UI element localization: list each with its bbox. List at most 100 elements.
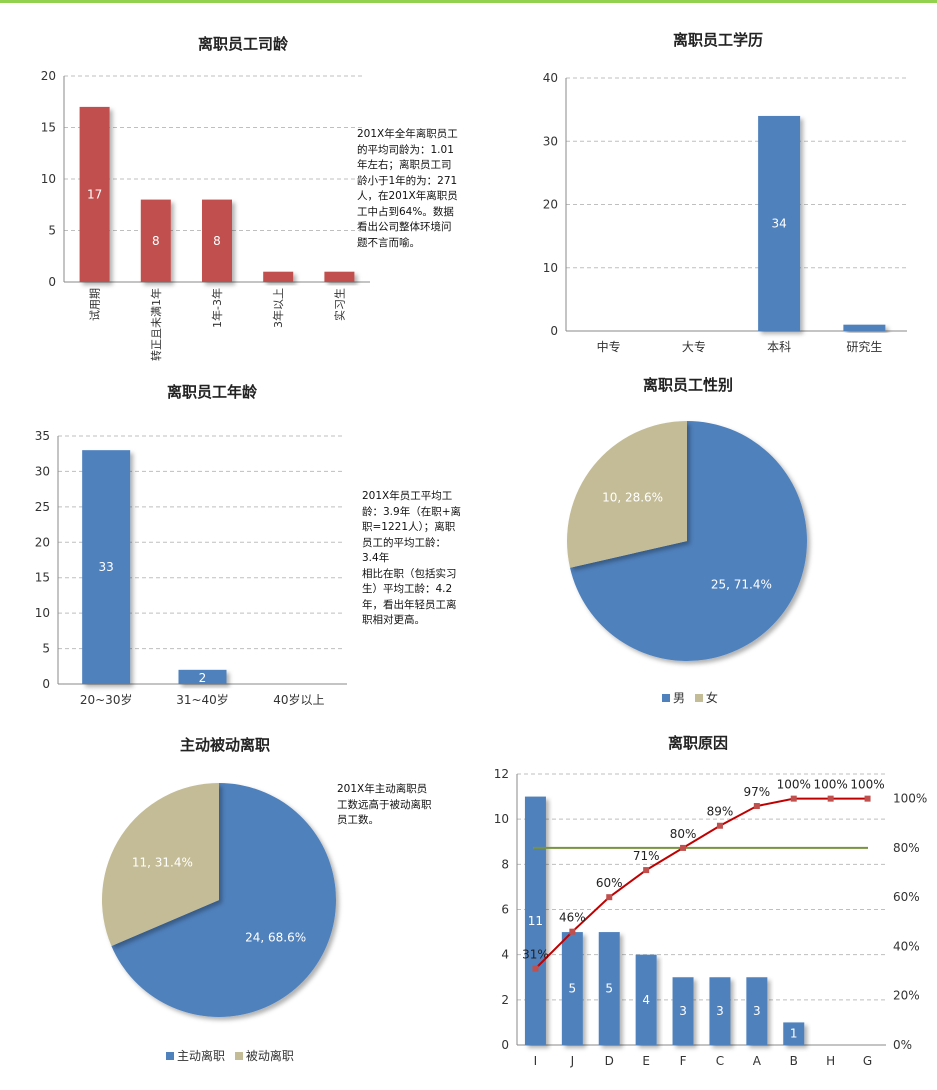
education-y-tick-label: 40 bbox=[543, 71, 558, 85]
reasons-bar bbox=[672, 977, 694, 1045]
reasons-y-tick-label: 8 bbox=[501, 857, 509, 871]
reasons-data-label: 3 bbox=[716, 1004, 724, 1018]
age-y-tick-label: 5 bbox=[42, 642, 50, 656]
education-bar bbox=[758, 115, 801, 331]
gender-legend-male-label: 男 bbox=[673, 691, 686, 705]
tenure-x-tick-label: 实习生 bbox=[332, 288, 346, 321]
age-x-tick-label: 40岁以上 bbox=[273, 692, 324, 707]
reasons-cumulative-label: 100% bbox=[777, 778, 811, 792]
gender-chart-title: 离职员工性别 bbox=[643, 376, 734, 394]
voluntary-legend-passive-swatch bbox=[234, 1052, 243, 1060]
education-y-tick-label: 30 bbox=[543, 134, 558, 148]
reasons-cumulative-label: 31% bbox=[522, 948, 549, 962]
tenure-bar bbox=[140, 199, 171, 282]
reasons-cumulative-point bbox=[643, 867, 650, 874]
age-y-tick-label: 0 bbox=[42, 677, 50, 691]
reasons-cumulative-label: 71% bbox=[633, 849, 660, 863]
reasons-bar bbox=[598, 932, 620, 1045]
tenure-chart-title: 离职员工司龄 bbox=[198, 35, 289, 53]
age-data-label: 33 bbox=[99, 560, 114, 574]
reasons-y2-tick-label: 100% bbox=[893, 792, 927, 806]
age-y-tick-label: 10 bbox=[35, 606, 50, 620]
reasons-x-tick-label: F bbox=[680, 1054, 687, 1068]
top-accent-bar bbox=[0, 0, 937, 3]
tenure-y-tick-label: 0 bbox=[48, 275, 56, 289]
gender-slice bbox=[570, 421, 808, 662]
voluntary-note: 201X年主动离职员工数远高于被动离职员工数。 bbox=[337, 783, 432, 826]
tenure-data-label: 8 bbox=[213, 234, 221, 248]
voluntary-slice bbox=[102, 783, 219, 946]
age-chart-title: 离职员工年龄 bbox=[167, 383, 258, 401]
education-data-label: 34 bbox=[771, 216, 786, 230]
age-y-tick-label: 35 bbox=[35, 429, 50, 443]
reasons-cumulative-label: 100% bbox=[813, 778, 847, 792]
reasons-y-tick-label: 2 bbox=[501, 993, 509, 1007]
tenure-data-label: 17 bbox=[87, 187, 102, 201]
gender-slice bbox=[567, 421, 687, 568]
reasons-data-label: 5 bbox=[569, 982, 577, 996]
voluntary-slice bbox=[111, 783, 336, 1017]
education-x-tick-label: 中专 bbox=[597, 339, 621, 354]
reasons-cumulative-point bbox=[827, 795, 834, 802]
reasons-x-tick-label: H bbox=[826, 1054, 835, 1068]
education-y-tick-label: 10 bbox=[543, 261, 558, 275]
reasons-y2-tick-label: 0% bbox=[893, 1038, 912, 1052]
tenure-x-tick-label: 1年-3年 bbox=[210, 288, 224, 328]
reasons-cumulative-line bbox=[534, 797, 868, 970]
education-chart-title: 离职员工学历 bbox=[673, 31, 764, 49]
reasons-x-tick-label: J bbox=[570, 1054, 575, 1068]
reasons-y2-tick-label: 80% bbox=[893, 841, 920, 855]
reasons-bar bbox=[746, 977, 768, 1045]
voluntary-legend-active-label: 主动离职 bbox=[177, 1049, 226, 1063]
education-y-tick-label: 20 bbox=[543, 198, 558, 212]
reasons-x-tick-label: E bbox=[642, 1054, 650, 1068]
reasons-cumulative-point bbox=[716, 822, 723, 829]
reasons-data-label: 3 bbox=[679, 1004, 687, 1018]
tenure-y-tick-label: 15 bbox=[41, 121, 56, 135]
age-bar bbox=[82, 450, 131, 684]
reasons-bar bbox=[561, 932, 583, 1045]
tenure-x-tick-label: 转正且未满1年 bbox=[149, 288, 163, 361]
gender-legend-male-swatch bbox=[662, 694, 670, 702]
reasons-data-label: 11 bbox=[528, 914, 543, 928]
education-bar bbox=[843, 324, 886, 331]
reasons-cumulative-label: 60% bbox=[596, 876, 623, 890]
reasons-data-label: 4 bbox=[642, 993, 650, 1007]
reasons-cumulative-point bbox=[753, 803, 760, 810]
reasons-data-label: 1 bbox=[790, 1027, 798, 1041]
reasons-cumulative-point bbox=[864, 795, 871, 802]
reasons-x-tick-label: D bbox=[605, 1054, 614, 1068]
reasons-x-tick-label: G bbox=[863, 1054, 872, 1068]
tenure-x-tick-label: 试用期 bbox=[89, 288, 102, 321]
reasons-y-tick-label: 6 bbox=[501, 903, 509, 917]
tenure-y-tick-label: 10 bbox=[41, 172, 56, 186]
reasons-y-tick-label: 10 bbox=[494, 812, 509, 826]
tenure-bar bbox=[202, 199, 232, 282]
reasons-data-label: 3 bbox=[753, 1004, 761, 1018]
voluntary-legend: 主动离职 被动离职 bbox=[166, 1047, 294, 1064]
reasons-bar bbox=[783, 1022, 805, 1045]
tenure-note: 201X年全年离职员工的平均司龄为：1.01年左右；离职员工司龄小于1年的为：2… bbox=[357, 128, 458, 249]
reasons-data-label: 5 bbox=[605, 982, 613, 996]
voluntary-legend-passive-label: 被动离职 bbox=[245, 1049, 294, 1063]
tenure-bar bbox=[79, 106, 110, 283]
reasons-y-tick-label: 4 bbox=[501, 948, 509, 962]
reasons-cumulative-label: 97% bbox=[744, 785, 771, 799]
reasons-x-tick-label: A bbox=[753, 1054, 762, 1068]
education-x-tick-label: 本科 bbox=[767, 340, 791, 354]
voluntary-legend-active-swatch bbox=[166, 1052, 174, 1060]
gender-slice-label: 10, 28.6% bbox=[602, 491, 663, 505]
gender-slice-label: 25, 71.4% bbox=[711, 577, 772, 591]
age-y-tick-label: 25 bbox=[35, 500, 50, 514]
age-note: 201X年员工平均工龄：3.9年（在职+离职=1221人）；离职员工的平均工龄：… bbox=[362, 490, 461, 626]
age-y-tick-label: 30 bbox=[35, 464, 50, 478]
reasons-cumulative-label: 89% bbox=[707, 805, 734, 819]
age-bar bbox=[178, 669, 227, 684]
reasons-bar bbox=[709, 977, 731, 1045]
reasons-chart-title: 离职原因 bbox=[668, 734, 729, 752]
reasons-y-tick-label: 0 bbox=[501, 1038, 509, 1052]
reasons-cumulative-point bbox=[532, 965, 539, 972]
age-x-tick-label: 31~40岁 bbox=[176, 692, 229, 707]
gender-legend: 男 女 bbox=[662, 689, 718, 706]
